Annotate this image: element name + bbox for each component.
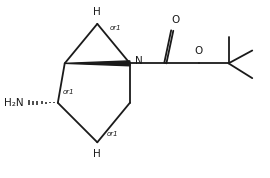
Text: H: H xyxy=(93,7,101,17)
Text: H₂N: H₂N xyxy=(4,98,23,108)
Text: O: O xyxy=(195,46,203,56)
Text: or1: or1 xyxy=(110,25,122,31)
Text: or1: or1 xyxy=(107,131,119,137)
Text: H: H xyxy=(93,149,101,159)
Polygon shape xyxy=(65,61,130,66)
Text: or1: or1 xyxy=(63,89,75,95)
Text: O: O xyxy=(171,15,179,25)
Text: N: N xyxy=(135,56,143,66)
